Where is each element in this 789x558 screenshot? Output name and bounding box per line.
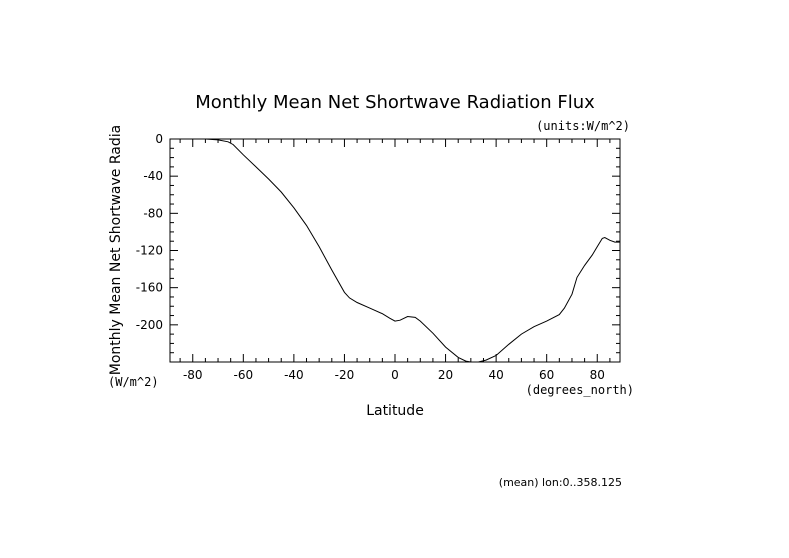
x-tick-label: 40 [488, 368, 503, 382]
x-tick-label: -80 [183, 368, 203, 382]
x-tick-label: -60 [234, 368, 254, 382]
x-axis-ticks: -80 -60 -40 -20 0 20 40 60 80 [179, 139, 611, 382]
x-axis-units: (degrees_north) [526, 383, 634, 397]
y-tick-label: -200 [136, 318, 163, 332]
series-line [205, 138, 620, 363]
x-tick-label: 20 [438, 368, 453, 382]
x-tick-label: -20 [335, 368, 355, 382]
x-axis-label: Latitude [366, 403, 424, 419]
x-tick-label: -40 [284, 368, 304, 382]
y-tick-label: 0 [155, 132, 163, 146]
y-axis-units: (W/m^2) [108, 375, 159, 389]
units-note: (units:W/m^2) [536, 119, 630, 133]
y-tick-label: -160 [136, 281, 163, 295]
plot-frame [169, 138, 621, 363]
x-tick-label: 60 [539, 368, 554, 382]
y-tick-label: -120 [136, 244, 163, 258]
footnote: (mean) lon:0..358.125 [499, 476, 622, 489]
chart-title: Monthly Mean Net Shortwave Radiation Flu… [195, 92, 595, 113]
x-tick-label: 0 [391, 368, 399, 382]
y-axis-ticks: 0 -40 -80 -120 -160 -200 [136, 132, 620, 354]
y-tick-label: -80 [143, 206, 163, 220]
y-tick-label: -40 [143, 169, 163, 183]
y-axis-label: Monthly Mean Net Shortwave Radia [108, 125, 124, 375]
x-tick-label: 80 [590, 368, 605, 382]
